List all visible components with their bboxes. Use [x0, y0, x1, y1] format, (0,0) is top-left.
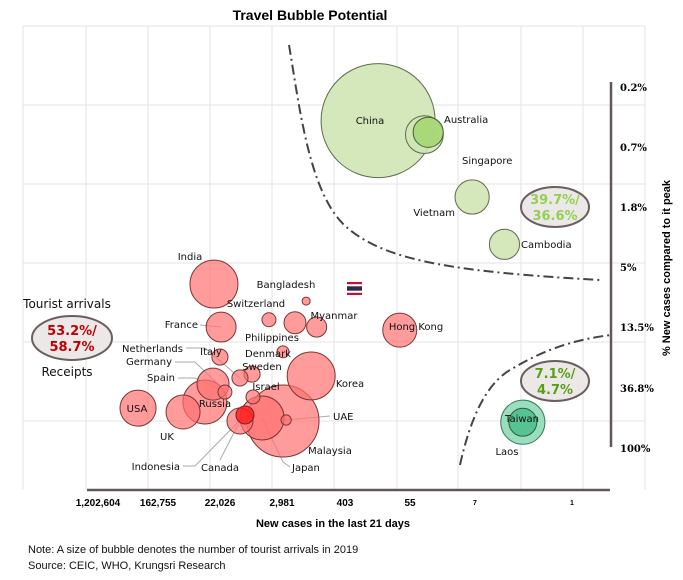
- data-label: Japan: [291, 463, 320, 474]
- data-label: Cambodia: [521, 240, 572, 251]
- bubble-bangladesh: [301, 296, 311, 306]
- data-label: Israel: [252, 382, 279, 393]
- thailand-flag-icon: [347, 282, 362, 295]
- data-label: USA: [127, 404, 148, 415]
- leader-line: [186, 347, 241, 379]
- x-tick: 2,981: [269, 498, 294, 509]
- data-label: Switzerland: [227, 299, 285, 310]
- bubbles: [119, 63, 546, 458]
- y-tick: 5%: [620, 263, 637, 274]
- y-tick-labels: 0.2% 0.7% 1.8% 5% 13.5% 36.8% 100%: [620, 83, 654, 455]
- data-label: Netherlands: [122, 344, 183, 355]
- y-tick: 1.8%: [620, 203, 647, 214]
- x-tick: 403: [337, 498, 354, 509]
- bubble-myanmar: [306, 316, 328, 338]
- bubble-denmark: [276, 345, 290, 359]
- data-label: Taiwan: [504, 414, 539, 425]
- data-label: Malaysia: [308, 446, 352, 457]
- bubble-uae: [280, 414, 292, 426]
- y-tick: 0.2%: [620, 83, 647, 94]
- y-tick: 36.8%: [620, 384, 654, 395]
- data-label: Laos: [495, 447, 518, 458]
- y-tick: 13.5%: [620, 323, 654, 334]
- chart-title: Travel Bubble Potential: [233, 7, 388, 23]
- bubble-indonesia: [235, 405, 255, 425]
- data-label: Russia: [199, 399, 231, 410]
- x-tick-labels: 1,202,604 162,755 22,026 2,981 403 55 7 …: [76, 498, 574, 509]
- source-text: Source: CEIC, WHO, Krungsri Research: [28, 560, 225, 572]
- note-text: Note: A size of bubble denotes the numbe…: [28, 544, 358, 556]
- teal-share-text-2: 4.7%: [537, 383, 573, 398]
- x-tick: 1: [570, 500, 574, 507]
- y-axis-title: % New cases compared to it peak: [661, 179, 673, 356]
- bubble-philippines: [283, 311, 307, 335]
- data-label: Sweden: [242, 362, 282, 373]
- bubble-india: [189, 259, 239, 309]
- data-label: Spain: [147, 373, 175, 384]
- boundary-curve-lower: [459, 334, 612, 466]
- data-label: Bangladesh: [257, 280, 316, 291]
- teal-share-text: 7.1%/: [535, 367, 576, 382]
- x-tick: 55: [404, 498, 416, 509]
- x-tick: 1,202,604: [76, 498, 121, 509]
- bubble-netherlands: [231, 369, 249, 387]
- green-share-text-2: 36.6%: [532, 209, 577, 224]
- green-share-oval: [520, 186, 590, 228]
- data-label: Philippines: [245, 333, 299, 344]
- bubble-switzerland: [261, 312, 277, 328]
- bubble-labels: China Singapore Australia Vietnam Cambodia La…: [122, 115, 572, 474]
- x-tick: 162,755: [140, 498, 177, 509]
- data-label: Vietnam: [413, 208, 455, 219]
- data-label: Hong Kong: [389, 322, 443, 333]
- bubble-cambodia: [488, 228, 521, 260]
- bubble-korea: [286, 351, 336, 401]
- teal-share-oval: [520, 360, 590, 402]
- red-share-text: 53.2%/: [47, 324, 97, 339]
- receipts-label: Receipts: [41, 365, 92, 379]
- data-label: UAE: [333, 412, 353, 423]
- bubble-taiwan: [508, 407, 538, 437]
- bubble-spain: [217, 384, 233, 400]
- bubble-france: [205, 311, 237, 343]
- data-label: France: [165, 320, 198, 331]
- x-axis-title: New cases in the last 21 days: [256, 518, 410, 530]
- bubble-uk: [165, 394, 201, 430]
- data-label: Canada: [201, 463, 239, 474]
- data-label: China: [356, 116, 385, 127]
- bubble-israel: [245, 389, 261, 405]
- bubble-vietnam: [454, 179, 490, 215]
- data-label: Denmark: [245, 349, 291, 360]
- data-label: Italy: [200, 347, 222, 358]
- data-label: Myanmar: [311, 311, 359, 322]
- data-label: Indonesia: [132, 462, 180, 473]
- data-label: UK: [160, 432, 174, 443]
- y-tick: 0.7%: [620, 143, 647, 154]
- red-share-text-2: 58.7%: [49, 340, 94, 355]
- y-tick: 100%: [620, 444, 651, 455]
- data-label: India: [178, 252, 203, 263]
- red-share-oval: [31, 315, 113, 361]
- bubble-hong-kong: [382, 312, 418, 348]
- tourist-arrivals-label: Tourist arrivals: [22, 297, 111, 311]
- bubble-australia: [412, 116, 444, 148]
- leader-line: [183, 414, 246, 467]
- bubble-italy: [211, 348, 229, 366]
- x-tick: 22,026: [205, 498, 236, 509]
- data-label: Korea: [336, 379, 364, 390]
- data-label: Singapore: [462, 156, 512, 167]
- data-label: Australia: [444, 115, 488, 126]
- data-label: Germany: [126, 357, 172, 368]
- x-tick: 7: [473, 500, 477, 507]
- bubble-usa: [119, 389, 157, 427]
- green-share-text: 39.7%/: [530, 193, 580, 208]
